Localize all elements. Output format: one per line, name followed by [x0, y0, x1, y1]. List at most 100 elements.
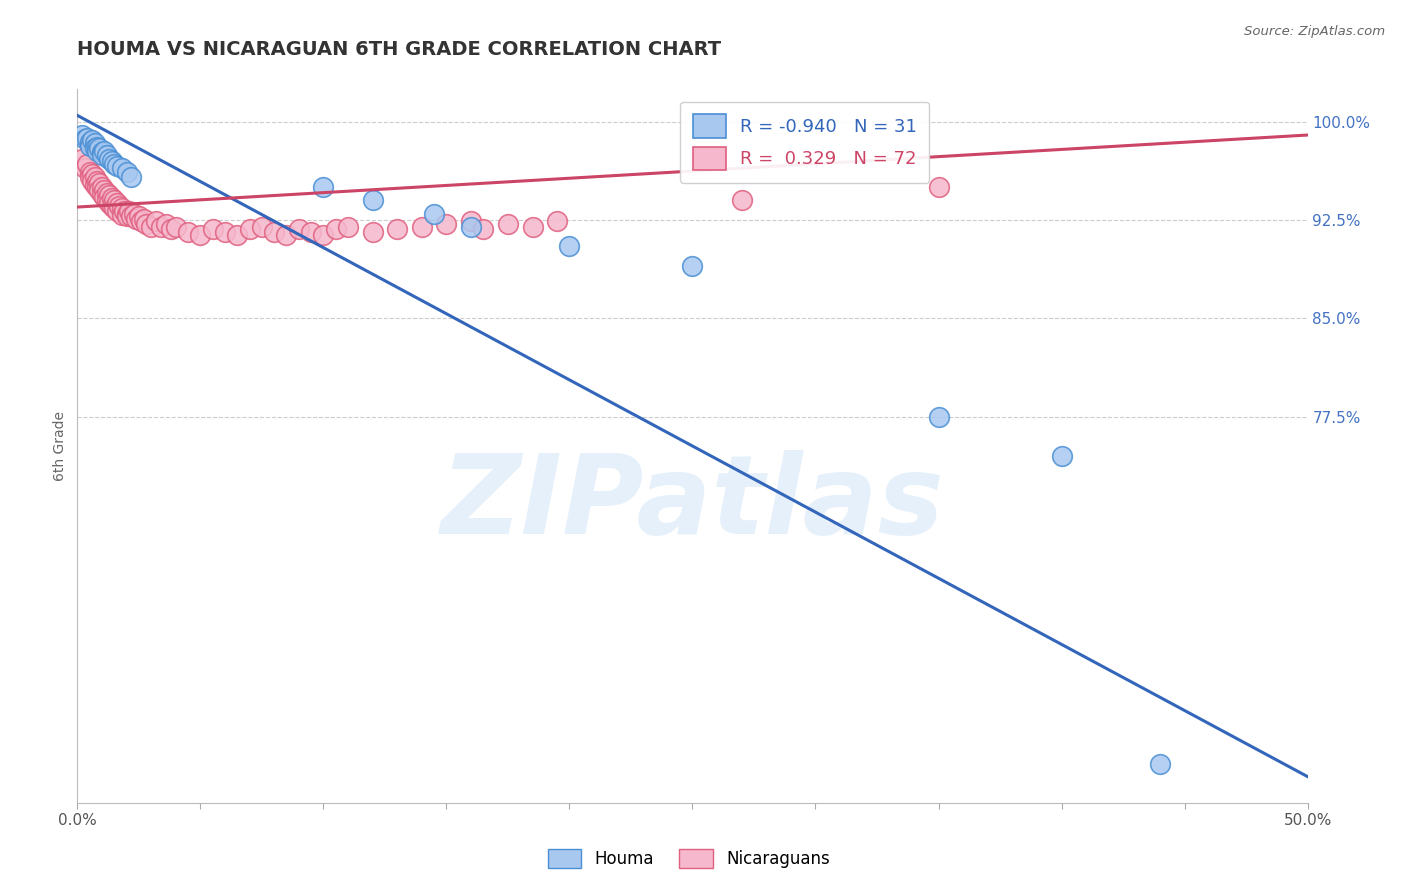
Point: [361, 194, 384, 208]
Point: [73, 132, 96, 146]
Point: [101, 199, 124, 213]
Point: [90, 180, 114, 194]
Point: [108, 199, 131, 213]
Point: [86, 140, 108, 154]
Point: [70, 128, 93, 142]
Point: [115, 164, 138, 178]
Point: [79, 138, 101, 153]
Point: [122, 206, 145, 220]
Point: [103, 194, 125, 208]
Point: [101, 191, 124, 205]
Point: [928, 180, 950, 194]
Point: [125, 211, 148, 226]
Point: [325, 222, 347, 236]
Point: [141, 219, 163, 234]
Point: [115, 206, 138, 220]
Point: [98, 152, 121, 166]
Legend: Houma, Nicaraguans: Houma, Nicaraguans: [541, 842, 837, 875]
Point: [89, 141, 111, 155]
Point: [96, 147, 118, 161]
Point: [70, 152, 93, 166]
Point: [214, 225, 236, 239]
Point: [387, 222, 409, 236]
Point: [1050, 449, 1073, 463]
Point: [496, 217, 519, 231]
Point: [131, 214, 153, 228]
Point: [250, 219, 273, 234]
Point: [128, 209, 150, 223]
Y-axis label: 6th Grade: 6th Grade: [53, 411, 67, 481]
Point: [79, 169, 101, 184]
Point: [132, 211, 155, 226]
Point: [361, 225, 384, 239]
Point: [150, 219, 173, 234]
Point: [460, 214, 482, 228]
Point: [312, 227, 335, 242]
Point: [86, 180, 108, 194]
Point: [96, 186, 118, 200]
Point: [558, 239, 581, 253]
Point: [145, 214, 167, 228]
Point: [682, 259, 704, 273]
Text: ZIPatlas: ZIPatlas: [440, 450, 945, 557]
Point: [135, 217, 157, 231]
Point: [98, 196, 121, 211]
Point: [115, 209, 138, 223]
Point: [928, 409, 950, 424]
Point: [83, 169, 105, 184]
Point: [472, 222, 495, 236]
Point: [118, 204, 141, 219]
Point: [288, 222, 311, 236]
Point: [86, 144, 108, 158]
Point: [79, 164, 101, 178]
Point: [90, 147, 114, 161]
Point: [93, 144, 115, 158]
Point: [76, 130, 98, 145]
Legend: R = -0.940   N = 31, R =  0.329   N = 72: R = -0.940 N = 31, R = 0.329 N = 72: [681, 102, 929, 183]
Point: [82, 133, 104, 147]
Point: [239, 222, 262, 236]
Point: [86, 174, 108, 188]
Point: [165, 219, 187, 234]
Point: [83, 178, 105, 192]
Point: [82, 167, 104, 181]
Point: [423, 206, 446, 220]
Point: [73, 161, 96, 175]
Point: [93, 189, 115, 203]
Point: [76, 157, 98, 171]
Point: [121, 209, 143, 223]
Point: [103, 202, 125, 216]
Point: [276, 227, 298, 242]
Text: Source: ZipAtlas.com: Source: ZipAtlas.com: [1244, 25, 1385, 38]
Point: [263, 225, 285, 239]
Point: [299, 225, 322, 239]
Text: HOUMA VS NICARAGUAN 6TH GRADE CORRELATION CHART: HOUMA VS NICARAGUAN 6TH GRADE CORRELATIO…: [77, 40, 721, 59]
Point: [111, 208, 132, 222]
Point: [436, 217, 458, 231]
Point: [522, 219, 544, 234]
Point: [103, 157, 125, 171]
Point: [190, 227, 212, 242]
Point: [111, 202, 132, 216]
Point: [111, 161, 132, 175]
Point: [105, 160, 128, 174]
Point: [177, 225, 200, 239]
Point: [312, 180, 335, 194]
Point: [89, 177, 111, 191]
Point: [90, 145, 114, 159]
Point: [155, 217, 177, 231]
Point: [83, 136, 105, 150]
Point: [1149, 756, 1171, 771]
Point: [105, 196, 128, 211]
Point: [201, 222, 224, 236]
Point: [226, 227, 249, 242]
Point: [98, 188, 121, 202]
Point: [460, 219, 482, 234]
Point: [337, 219, 360, 234]
Point: [93, 183, 115, 197]
Point: [101, 154, 124, 169]
Point: [546, 214, 568, 228]
Point: [89, 183, 111, 197]
Point: [96, 194, 118, 208]
Point: [82, 174, 104, 188]
